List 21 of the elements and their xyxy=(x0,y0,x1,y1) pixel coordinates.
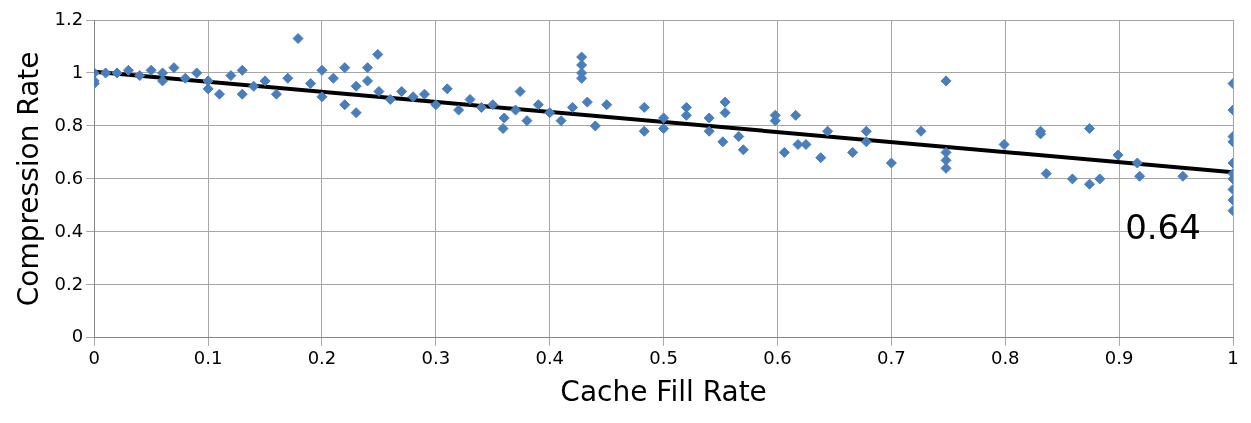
x-tick-label: 0.4 xyxy=(535,347,565,369)
x-tick-label: 0.3 xyxy=(421,347,451,369)
y-tick-label: 1 xyxy=(71,60,84,82)
y-tick-label: 0.4 xyxy=(54,219,84,241)
x-tick-label: 0.1 xyxy=(193,347,223,369)
x-tick-label: 0.2 xyxy=(307,347,337,369)
y-tick-label: 0.2 xyxy=(54,272,84,294)
y-tick-label: 1.2 xyxy=(54,7,84,29)
x-tick-label: 0.5 xyxy=(649,347,678,369)
x-tick-label: 0.8 xyxy=(990,347,1020,369)
y-axis-title: Compression Rate xyxy=(12,51,46,307)
x-tick-label: 1 xyxy=(1227,347,1239,369)
x-tick-label: 0 xyxy=(88,347,100,369)
y-tick-label: 0.6 xyxy=(54,166,84,188)
y-tick-label: 0 xyxy=(71,325,84,347)
y-tick-label: 0.8 xyxy=(54,113,84,135)
annotation: 0.64 xyxy=(1125,206,1201,247)
x-tick-label: 0.9 xyxy=(1104,347,1134,369)
x-tick-label: 0.7 xyxy=(877,347,906,369)
x-axis-title: Cache Fill Rate xyxy=(560,375,767,409)
x-tick-label: 0.6 xyxy=(763,347,792,369)
